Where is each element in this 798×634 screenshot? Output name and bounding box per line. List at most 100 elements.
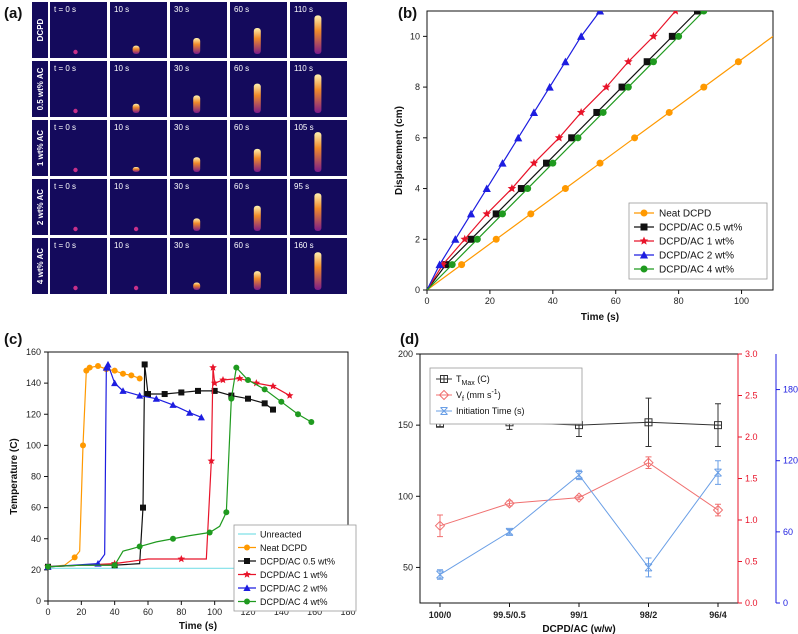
data-point [71, 554, 78, 561]
data-point [161, 391, 168, 398]
data-point-cross [714, 421, 722, 429]
data-point [186, 409, 194, 416]
ignition-spot [73, 285, 78, 291]
data-point [245, 395, 251, 402]
x-tick-label: 120 [240, 607, 255, 617]
panel-label-d: (d) [400, 331, 419, 348]
frame-time-label: 10 s [114, 5, 129, 14]
series-line-0 [427, 61, 739, 290]
legend-init: Initiation Time (s) [456, 406, 525, 416]
data-point [177, 554, 186, 563]
data-point [95, 363, 101, 370]
frame-time-label: 30 s [174, 241, 189, 250]
error-bar [437, 514, 443, 538]
panel-label-c: (c) [4, 331, 22, 348]
reaction-front [132, 45, 140, 54]
data-point [596, 159, 604, 167]
data-point [631, 134, 639, 142]
frame-time-label: 60 s [234, 241, 249, 250]
x-tick-label: 20 [485, 296, 495, 306]
y-tick-label: 2 [415, 234, 420, 244]
data-point [278, 398, 285, 405]
legend-vf: Vf (mm s-1) [456, 389, 501, 403]
data-point [141, 361, 148, 368]
x-tick-label: 140 [274, 607, 289, 617]
data-point [574, 134, 582, 142]
data-point [599, 108, 607, 116]
data-point [543, 159, 551, 167]
data-point [209, 363, 217, 371]
frame-time-label: 10 s [114, 64, 129, 73]
x-tick-label: 99.5/0.5 [493, 610, 526, 620]
data-point [643, 58, 651, 66]
ignition-spot [73, 226, 78, 232]
data-point [618, 83, 626, 91]
thermal-frames-grid: DCPD t = 0 s 10 s 30 s 60 s 110 s 0.5 wt% AC t … [30, 0, 351, 302]
thermal-frame [50, 179, 107, 235]
series-line-5 [47, 366, 312, 568]
data-point [252, 379, 261, 387]
y-tick-label-right-red: 2.0 [745, 432, 758, 442]
row-label: DCPD [36, 18, 45, 41]
x-tick-label: 80 [176, 607, 186, 617]
data-point [111, 367, 118, 374]
series-line-2 [427, 11, 676, 290]
legend-label: DCPD/AC 2 wt% [260, 584, 328, 594]
frame-time-label: 10 s [114, 182, 129, 191]
data-point [643, 457, 654, 468]
displacement-legend: Neat DCPD DCPD/AC 0.5 wt% DCPD/AC 1 wt% DCP… [628, 202, 768, 280]
row-label: 1 wt% AC [36, 130, 45, 166]
y-tick-label: 40 [31, 534, 41, 544]
legend-label: DCPD/AC 2 wt% [659, 251, 734, 262]
legend-marker [244, 558, 250, 564]
y-tick-label: 120 [26, 409, 41, 419]
data-point [128, 372, 135, 379]
data-point [152, 395, 160, 402]
legend-box [429, 367, 583, 425]
legend-label: Neat DCPD [260, 543, 308, 553]
x-tick-label: 40 [110, 607, 120, 617]
data-point [195, 387, 201, 394]
legend-marker [244, 544, 250, 551]
data-point [458, 261, 466, 269]
data-point [136, 543, 143, 550]
x-tick-label: 99/1 [570, 610, 588, 620]
data-point [672, 11, 679, 15]
x-tick-label: 100/0 [429, 610, 452, 620]
frame-time-label: 30 s [174, 182, 189, 191]
data-point [219, 376, 227, 384]
data-point [111, 379, 119, 387]
y-tick-label: 20 [31, 565, 41, 575]
legend-label: DCPD/AC 0.5 wt% [260, 557, 335, 567]
data-point [644, 563, 653, 572]
x-tick-label: 80 [674, 296, 684, 306]
row-label: 2 wt% AC [36, 189, 45, 225]
x-tick-label: 160 [307, 607, 322, 617]
frame-time-label: t = 0 s [54, 64, 76, 73]
series-line-2 [439, 472, 719, 575]
legend-marker [438, 389, 450, 401]
ignition-spot [73, 108, 78, 114]
data-point [136, 375, 143, 382]
data-point [145, 391, 151, 398]
data-point [111, 562, 118, 569]
thermal-frame [50, 2, 107, 58]
legend-marker [440, 407, 448, 415]
data-point [233, 364, 240, 371]
y-tick-label-right-red: 2.5 [745, 391, 758, 401]
data-point [467, 235, 475, 243]
data-point [595, 11, 605, 15]
y-tick-label-left: 50 [403, 562, 413, 572]
legend-marker-cross [440, 375, 448, 383]
error-bar [576, 495, 582, 500]
data-point [451, 235, 460, 243]
data-point [498, 159, 507, 167]
y-tick-label-right-blue: 0 [783, 598, 788, 608]
data-point [649, 58, 657, 66]
data-point [270, 406, 276, 413]
reaction-front [253, 271, 261, 290]
legend-marker [640, 265, 648, 273]
frame-time-label: 160 s [294, 241, 314, 250]
data-point [527, 210, 535, 218]
